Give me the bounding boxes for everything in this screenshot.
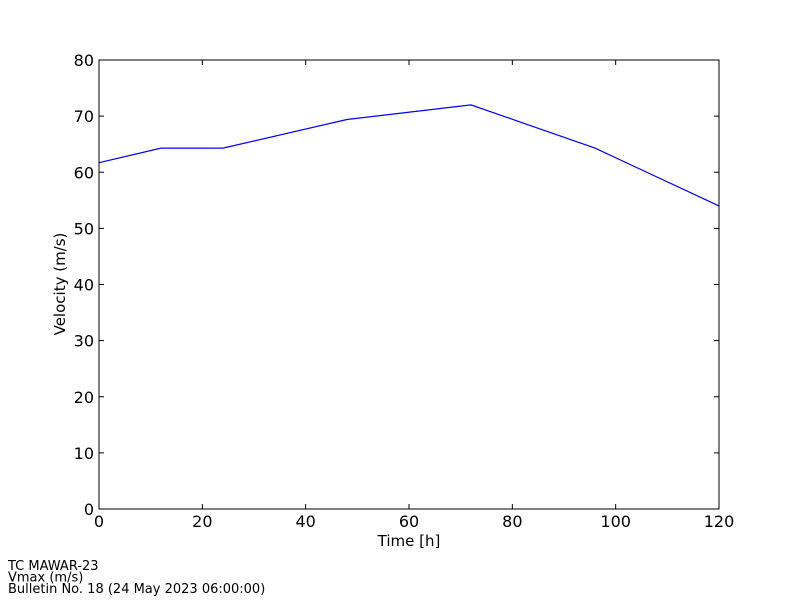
x-tick-label: 80 [502,512,522,531]
y-tick-label: 80 [74,51,94,70]
y-tick-label: 30 [74,332,94,351]
x-tick-label: 0 [94,512,104,531]
y-tick-label: 10 [74,444,94,463]
y-tick-label: 70 [74,107,94,126]
x-tick-label: 60 [399,512,419,531]
y-tick-label: 20 [74,388,94,407]
x-tick-label: 40 [295,512,315,531]
x-axis-label: Time [h] [377,532,441,550]
x-tick-label: 20 [192,512,212,531]
data-line [98,104,720,207]
x-tick-label: 100 [600,512,631,531]
y-axis-label: Velocity (m/s) [51,233,69,336]
footer-note: TC MAWAR-23 [7,559,99,574]
y-tick-label: 40 [74,276,94,295]
footer-note: Vmax (m/s) [8,571,83,586]
x-tick-label: 120 [704,512,735,531]
y-tick-label: 50 [74,219,94,238]
plot-frame [98,59,720,510]
footer-note: Bulletin No. 18 (24 May 2023 06:00:00) [8,582,265,597]
y-tick-label: 60 [74,163,94,182]
y-tick-label: 0 [84,500,94,519]
